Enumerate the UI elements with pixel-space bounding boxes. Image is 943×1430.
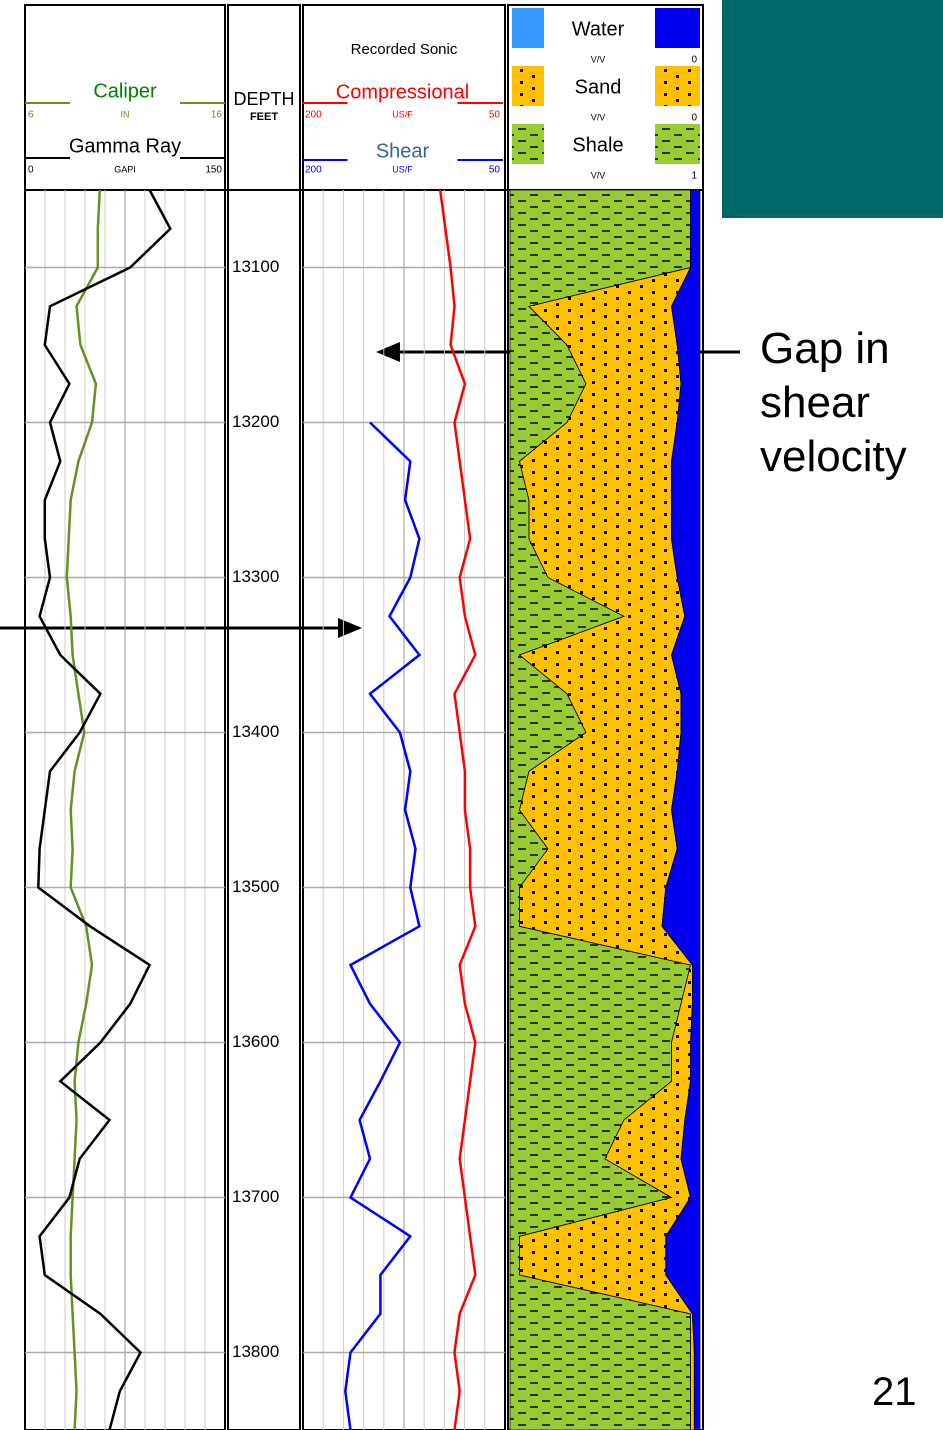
- y-tick-label: 13800: [232, 1342, 279, 1361]
- scale-min: 200: [305, 165, 322, 176]
- y-tick-label: 13300: [232, 567, 279, 586]
- title-box: [722, 0, 943, 218]
- scale-min: 200: [305, 110, 322, 121]
- depth-label: DEPTH: [233, 89, 294, 109]
- legend-swatch: [655, 8, 700, 48]
- scale-end: 1: [691, 171, 697, 182]
- track-title: Recorded Sonic: [351, 41, 458, 58]
- legend-swatch: [655, 124, 700, 164]
- legend-entry: Water: [572, 18, 625, 40]
- y-tick-label: 13400: [232, 722, 279, 741]
- legend-swatch: [512, 8, 544, 48]
- scale-unit: GAPI: [114, 164, 136, 174]
- scale-max: 16: [211, 110, 223, 121]
- scale-min: 6: [28, 110, 34, 121]
- lithology-area: [661, 189, 701, 1430]
- slide-number: 21: [872, 1370, 917, 1414]
- scale-min: 0: [28, 165, 34, 176]
- annotation: Gap in shear velocity: [760, 324, 907, 481]
- legend-entry: Sand: [575, 76, 622, 98]
- y-tick-label: 13100: [232, 257, 279, 276]
- legend-swatch: [512, 124, 544, 164]
- log-curve: [65, 189, 102, 1430]
- y-tick-label: 13500: [232, 877, 279, 896]
- scale-max: 50: [489, 165, 501, 176]
- legend-entry: Shale: [572, 134, 623, 156]
- legend-swatch: [655, 66, 700, 106]
- arrow-head: [376, 342, 400, 362]
- scale-end: 0: [691, 113, 697, 124]
- y-tick-label: 13600: [232, 1032, 279, 1051]
- scale-unit: V/V: [591, 112, 606, 122]
- scale-unit: V/V: [591, 170, 606, 180]
- scale-unit: V/V: [591, 54, 606, 64]
- log-curve: [344, 421, 422, 1430]
- log-curve: [438, 189, 477, 1430]
- legend-swatch: [512, 66, 544, 106]
- legend-entry: Gamma Ray: [69, 135, 181, 157]
- scale-max: 50: [489, 110, 501, 121]
- scale-unit: IN: [121, 109, 130, 119]
- plot-area: 13100 13200 13300 13400 13500 13600 13700 13800: [25, 189, 701, 1430]
- scale-max: 150: [205, 165, 222, 176]
- legend-entry: Caliper: [93, 80, 157, 102]
- y-tick-label: 13200: [232, 412, 279, 431]
- log-curve: [37, 189, 172, 1430]
- legend-entry: Compressional: [336, 81, 469, 103]
- scale-unit: US/F: [392, 164, 413, 174]
- depth-unit: FEET: [250, 111, 278, 123]
- arrow-head: [338, 618, 362, 638]
- y-tick-label: 13700: [232, 1187, 279, 1206]
- legend-entry: Shear: [376, 140, 430, 162]
- scale-unit: US/F: [392, 109, 413, 119]
- scale-end: 0: [691, 55, 697, 66]
